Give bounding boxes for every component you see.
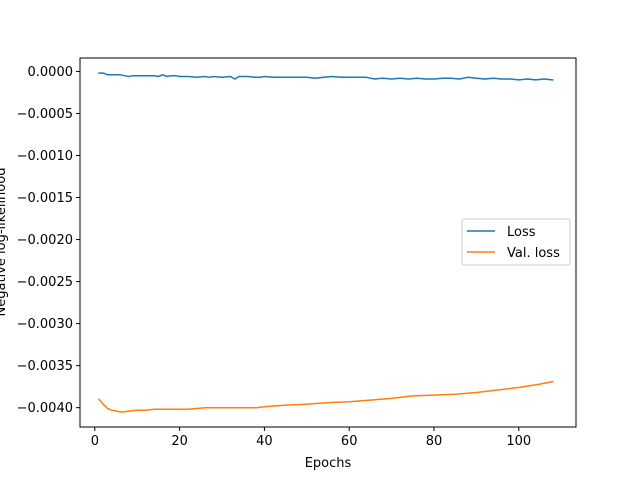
y-tick-label: −0.0030 (17, 317, 73, 332)
y-axis-ticks: 0.0000 −0.0005 −0.0010 −0.0015 −0.0020 −0.002… (17, 65, 80, 416)
x-tick-label: 20 (171, 434, 188, 449)
x-tick-label: 100 (506, 434, 531, 449)
y-axis-title: Negative log-likelihood (0, 168, 9, 317)
series-layer (98, 72, 554, 413)
x-tick-label: 60 (341, 434, 358, 449)
x-tick-label: 80 (426, 434, 443, 449)
series-line-1 (98, 72, 554, 81)
plot-frame-border (79, 57, 577, 428)
y-tick-label: −0.0015 (17, 191, 73, 206)
series-line-2 (98, 380, 554, 413)
y-tick-label: −0.0020 (17, 233, 73, 248)
x-tick-label: 40 (256, 434, 273, 449)
y-tick-label: −0.0035 (17, 359, 73, 374)
x-tick-label: 0 (91, 434, 99, 449)
y-tick-label: 0.0000 (28, 65, 74, 80)
x-axis-title: Epochs (305, 456, 352, 471)
legend-label-1: Loss (507, 225, 536, 240)
y-tick-label: −0.0010 (17, 149, 73, 164)
x-axis-ticks: 0 20 40 60 80 100 (91, 427, 531, 449)
y-tick-label: −0.0040 (17, 401, 73, 416)
legend-label-2: Val. loss (507, 246, 560, 261)
legend: Loss Val. loss (461, 218, 571, 266)
y-tick-label: −0.0025 (17, 275, 73, 290)
y-tick-label: −0.0005 (17, 107, 73, 122)
